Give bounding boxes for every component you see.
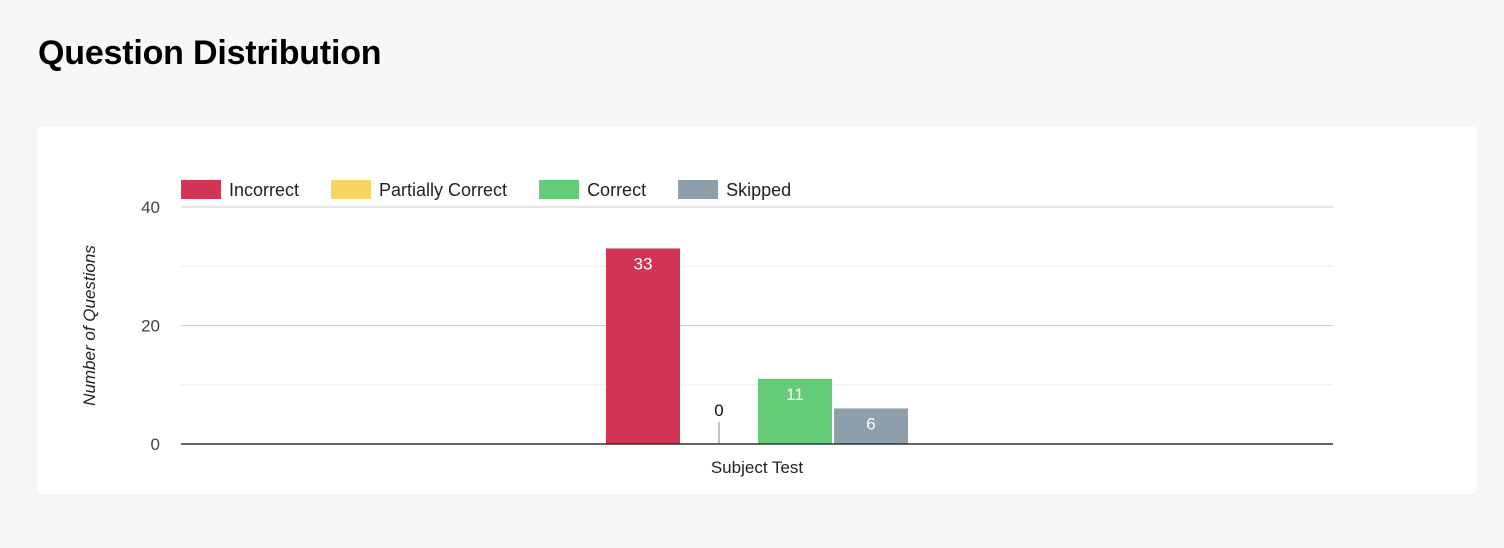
legend-swatch xyxy=(331,180,372,199)
bar-correct[interactable] xyxy=(758,378,832,444)
chart-card: 33 0 11 6 0 20 40 Number of Questions Subject T… xyxy=(37,126,1477,494)
legend[interactable]: Incorrect Partially Correct Correct Skipped xyxy=(181,180,791,200)
y-axis-label: Number of Questions xyxy=(80,245,99,406)
y-tick-label: 0 xyxy=(151,435,160,454)
legend-swatch xyxy=(181,180,221,199)
legend-swatch xyxy=(678,180,719,199)
bar-incorrect[interactable] xyxy=(606,248,680,444)
y-tick-label: 40 xyxy=(141,198,160,217)
legend-item-correct[interactable]: Correct xyxy=(539,180,646,200)
legend-label: Correct xyxy=(587,180,646,200)
y-tick-label: 20 xyxy=(141,317,160,336)
grid-lines xyxy=(181,206,1333,386)
bars: 33 0 11 6 xyxy=(606,248,908,444)
legend-item-skipped[interactable]: Skipped xyxy=(678,180,791,200)
legend-item-partially-correct[interactable]: Partially Correct xyxy=(331,180,507,200)
legend-label: Skipped xyxy=(726,180,791,200)
axes: 0 20 40 Number of Questions Subject Test xyxy=(80,198,1333,477)
bar-value-label: 11 xyxy=(786,385,804,404)
legend-label: Partially Correct xyxy=(379,180,507,200)
x-category-label: Subject Test xyxy=(711,458,804,477)
bar-value-label: 0 xyxy=(714,401,723,420)
legend-label: Incorrect xyxy=(229,180,299,200)
bar-value-label: 33 xyxy=(634,254,653,273)
bar-chart: 33 0 11 6 0 20 40 Number of Questions Subject T… xyxy=(80,180,1333,477)
legend-swatch xyxy=(539,180,580,199)
bar-value-label: 6 xyxy=(866,414,875,433)
legend-item-incorrect[interactable]: Incorrect xyxy=(181,180,299,200)
bar-skipped[interactable] xyxy=(834,408,908,444)
page-title: Question Distribution xyxy=(38,34,382,72)
